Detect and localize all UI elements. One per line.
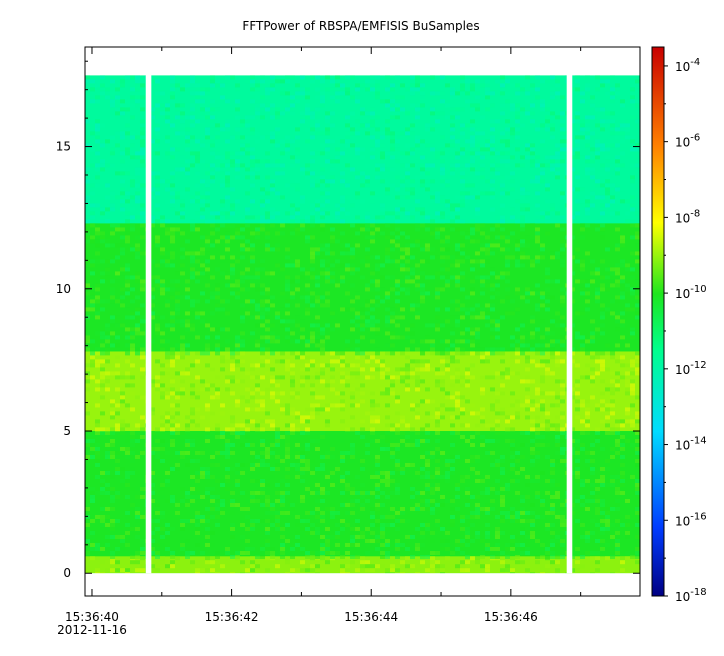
colorbar-tick-label: 10-6 [675,133,700,150]
colorbar-tick-label: 10-8 [675,208,700,225]
y-tick-label: 10 [56,282,71,296]
data-gap-0 [145,48,152,574]
data-gap-1 [566,48,573,574]
colorbar-gradient [651,46,665,597]
colorbar-tick-label: 10-16 [675,511,707,528]
no-data-region [85,573,640,596]
power-band-3 [85,223,640,352]
spectrogram-noise [85,75,640,577]
colorbar-tick-label: 10-14 [675,436,707,453]
colorbar-tick-label: 10-4 [675,57,700,74]
spectrogram [85,75,640,577]
y-tick-label: 0 [63,566,71,580]
y-tick-label: 15 [56,140,71,154]
colorbar-tick-label: 10-18 [675,587,707,604]
y-tick-label: 5 [63,424,71,438]
colorbar-tick-label: 10-12 [675,360,707,377]
x-tick-label: 15:36:46 [484,610,538,624]
x-tick-date-label: 2012-11-16 [57,623,127,637]
x-tick-label: 15:36:42 [205,610,259,624]
plot-frame [84,46,641,597]
x-tick-label: 15:36:44 [344,610,398,624]
colorbar: 10-4 10-6 10-8 10-10 10-12 10-14 10-16 10-18 [651,46,707,604]
x-tick-label: 15:36:40 [65,610,119,624]
colorbar-tick-label: 10-10 [675,284,707,301]
chart-title: FFTPower of RBSPA/EMFISIS BuSamples [242,19,479,33]
